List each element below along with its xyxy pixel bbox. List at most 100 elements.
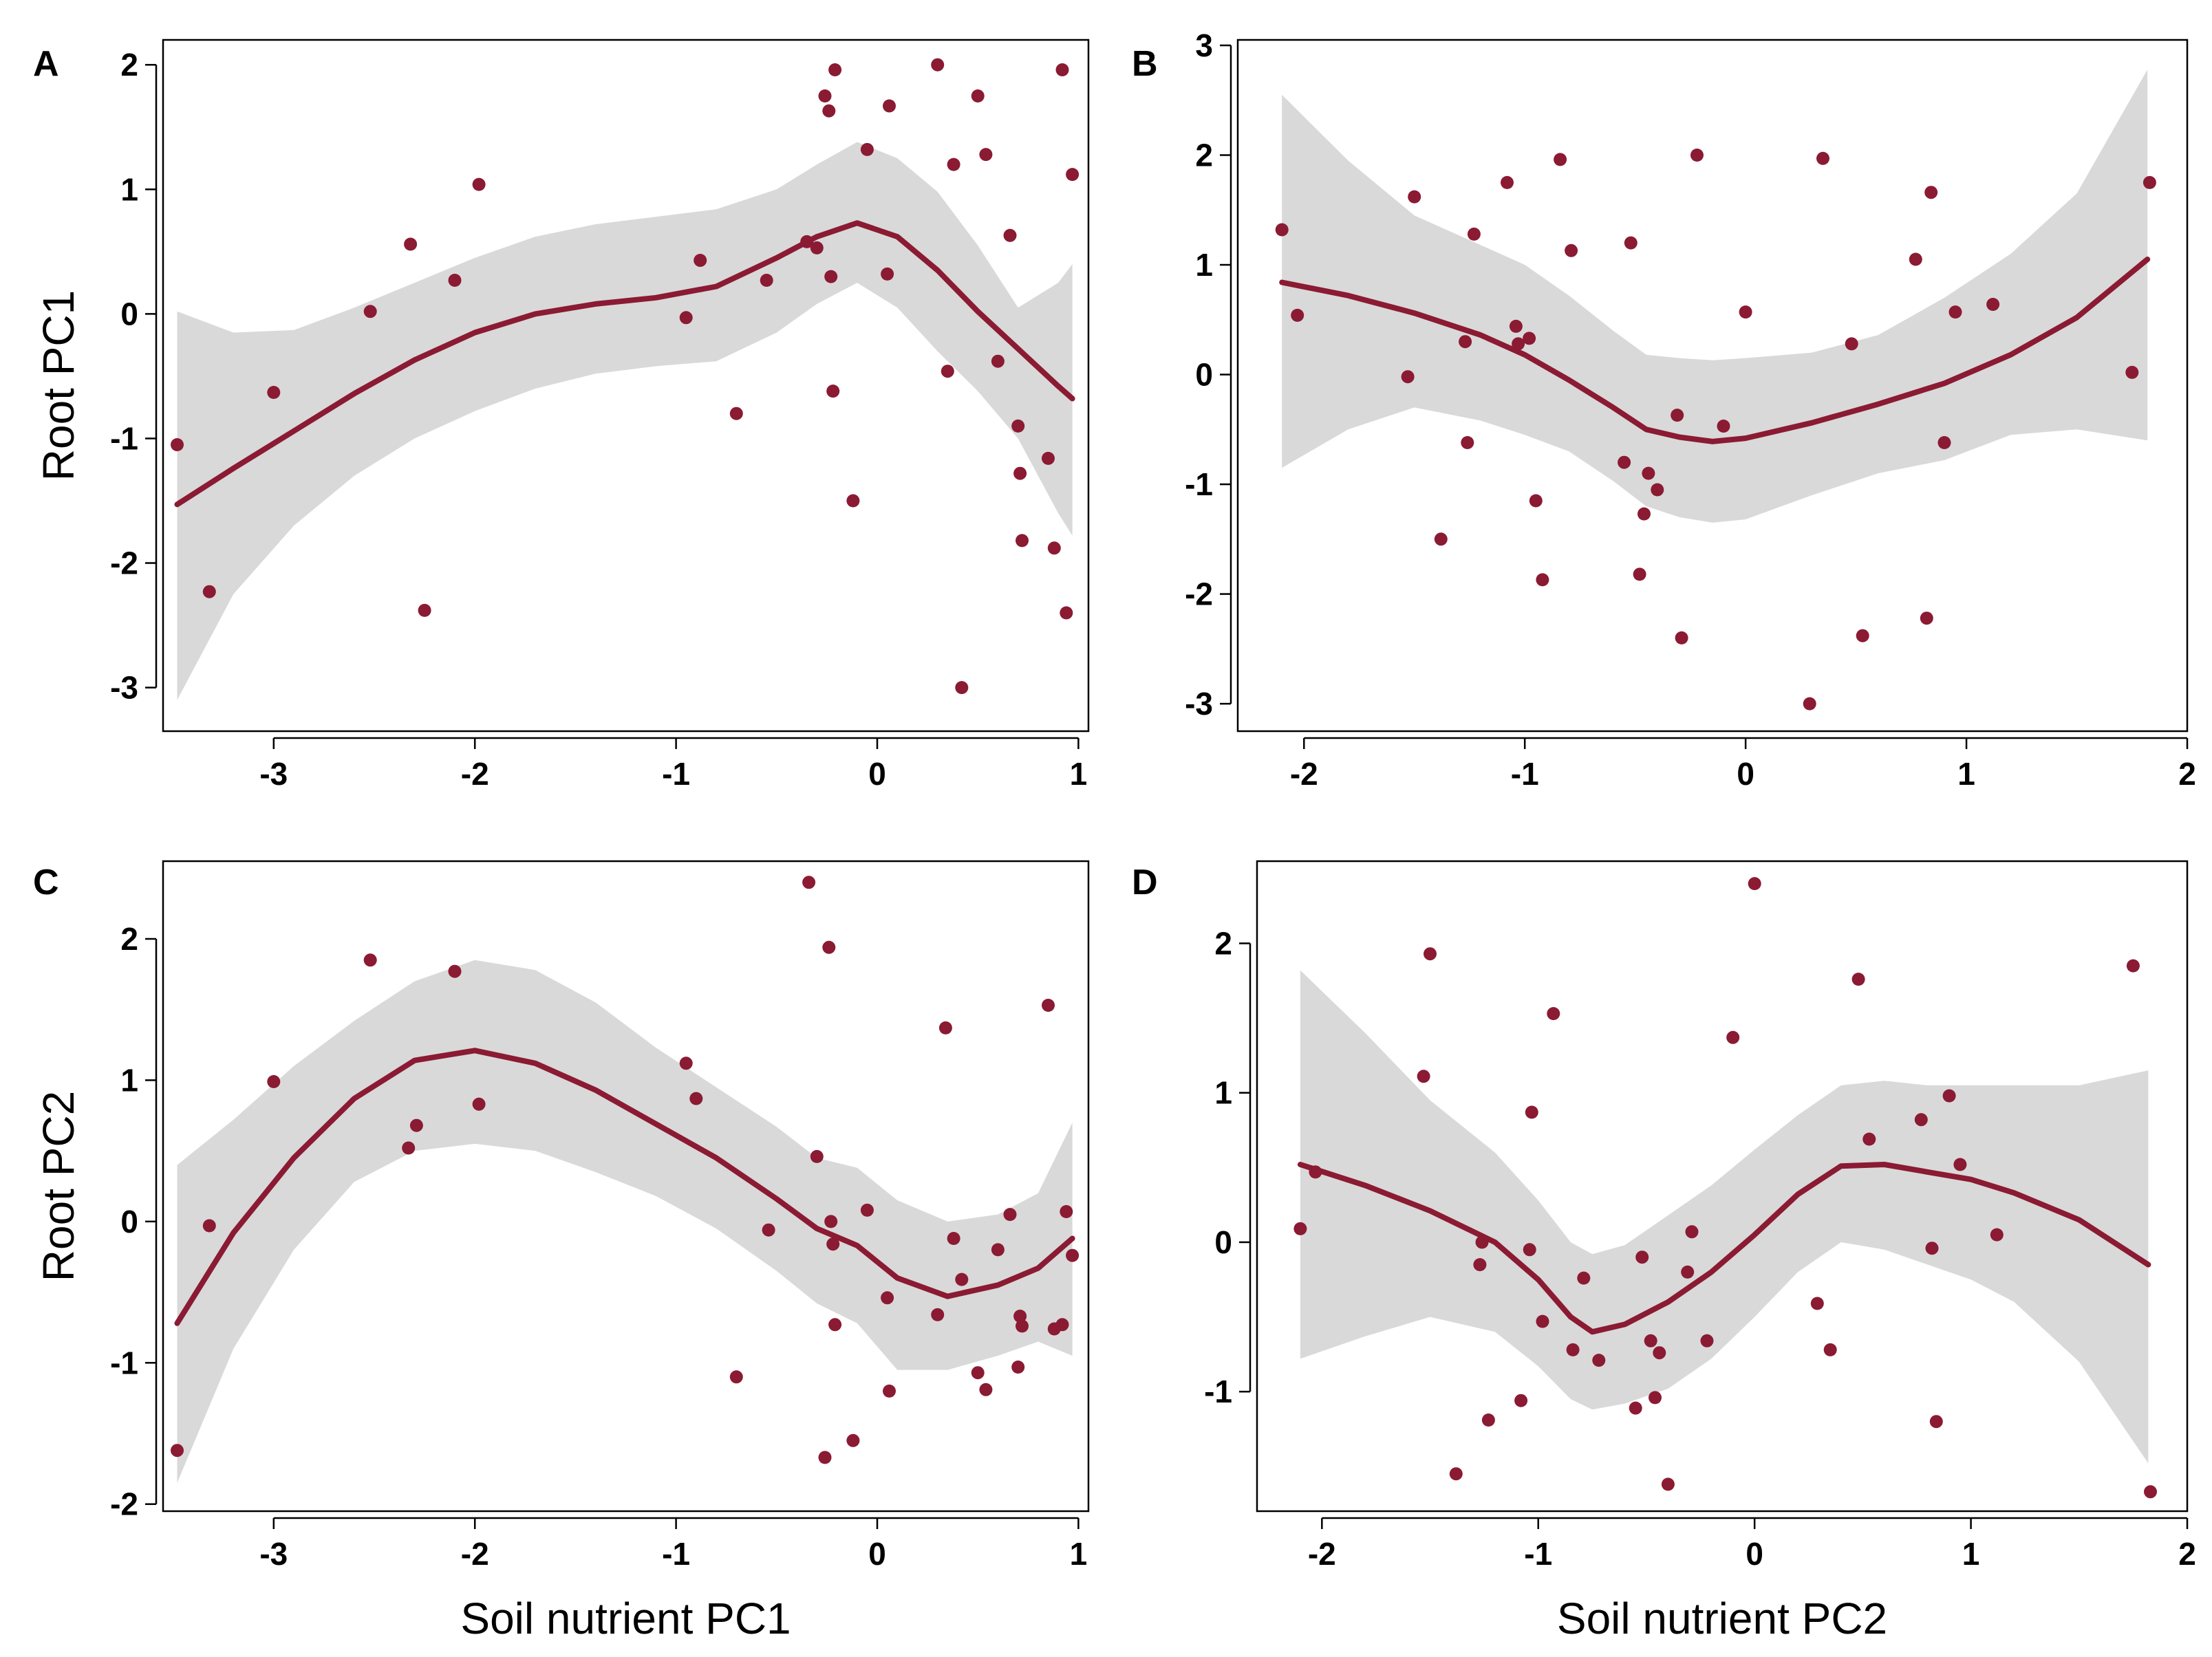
- data-point: [402, 1141, 416, 1155]
- data-point: [1649, 1391, 1662, 1405]
- data-point: [955, 681, 969, 695]
- data-point: [679, 1057, 693, 1070]
- y-tick-label: 1: [1195, 247, 1213, 283]
- panel-label: A: [33, 44, 59, 84]
- data-point: [947, 1232, 960, 1245]
- data-point: [1566, 1343, 1580, 1356]
- data-point: [1592, 1354, 1606, 1367]
- data-point: [363, 953, 377, 967]
- x-tick-label: -1: [1524, 1536, 1552, 1572]
- data-point: [202, 585, 216, 598]
- confidence-band: [1282, 69, 2148, 523]
- data-point: [1013, 1310, 1027, 1323]
- data-point: [818, 89, 832, 102]
- x-tick-label: -1: [662, 756, 690, 792]
- data-point: [1523, 1243, 1536, 1257]
- data-point: [1816, 151, 1829, 165]
- data-point: [979, 148, 993, 162]
- y-tick-label: -3: [110, 670, 138, 706]
- data-point: [448, 274, 462, 287]
- data-point: [267, 1075, 281, 1088]
- x-tick-label: 0: [868, 1536, 886, 1572]
- panel-a: -3 -2 -1 0 1 -3 -2 -1 0 1 2 A Root PC1: [33, 39, 1090, 792]
- data-point: [1924, 186, 1938, 199]
- data-point: [762, 1223, 775, 1237]
- data-point: [846, 494, 860, 508]
- data-point: [1920, 611, 1933, 625]
- data-point: [822, 940, 836, 954]
- data-point: [689, 1092, 703, 1105]
- data-point: [1529, 494, 1543, 508]
- data-point: [202, 1219, 216, 1233]
- data-point: [267, 386, 281, 399]
- data-point: [679, 311, 693, 325]
- data-point: [1434, 532, 1448, 546]
- data-point: [1810, 1297, 1824, 1310]
- data-point: [1525, 1105, 1538, 1119]
- x-tick-label: -3: [259, 1536, 288, 1572]
- data-point: [1501, 175, 1514, 189]
- data-point: [1417, 1070, 1430, 1083]
- smooth-line: [1297, 1162, 2151, 1335]
- data-point: [1066, 168, 1080, 182]
- data-point: [1293, 1222, 1307, 1235]
- data-point: [1011, 419, 1025, 433]
- x-axis-title: Soil nutrient PC2: [1557, 1594, 1887, 1643]
- data-point: [1013, 466, 1027, 480]
- data-point: [1473, 1258, 1487, 1272]
- data-point: [1467, 227, 1481, 241]
- x-tick-label: 1: [1070, 756, 1088, 792]
- data-point: [828, 63, 842, 76]
- data-point: [760, 274, 773, 287]
- x-tick-label: -2: [461, 1536, 489, 1572]
- data-point: [1726, 1030, 1740, 1044]
- data-point: [1401, 370, 1415, 384]
- x-tick-label: 1: [1957, 756, 1975, 792]
- y-tick-label: 0: [120, 1204, 138, 1239]
- data-point: [2125, 365, 2139, 379]
- confidence-band: [177, 960, 1073, 1483]
- panel-label: C: [33, 863, 59, 902]
- plot-frame: [1256, 860, 2189, 1513]
- data-point: [2126, 959, 2140, 973]
- data-point: [1948, 305, 1962, 319]
- data-point: [694, 254, 707, 267]
- smooth-line: [174, 1048, 1075, 1326]
- plot-frame: [162, 860, 1090, 1513]
- data-point: [826, 385, 840, 398]
- x-tick-label: -1: [1511, 756, 1539, 792]
- data-point: [1845, 337, 1858, 351]
- data-point: [729, 407, 743, 420]
- data-point: [1642, 466, 1655, 480]
- y-tick-label: -1: [110, 420, 138, 456]
- data-point: [1547, 1007, 1560, 1021]
- y-tick-label: 2: [120, 921, 138, 957]
- data-point: [846, 1433, 860, 1447]
- smooth-line: [1279, 257, 2151, 444]
- data-point: [1047, 541, 1061, 555]
- y-tick-label: 3: [1195, 28, 1213, 63]
- data-point: [1851, 973, 1865, 986]
- data-point: [1717, 420, 1730, 433]
- x-tick-label: 0: [1737, 756, 1754, 792]
- y-tick-label: -2: [1185, 576, 1213, 612]
- data-point: [1512, 337, 1525, 351]
- x-tick-label: 1: [1070, 1536, 1088, 1572]
- confidence-band: [177, 142, 1073, 700]
- data-point: [472, 177, 486, 191]
- data-point: [1003, 1208, 1017, 1222]
- data-point: [1925, 1242, 1939, 1255]
- data-point: [931, 58, 945, 72]
- data-point: [418, 603, 431, 617]
- data-point: [991, 354, 1005, 368]
- data-point: [171, 438, 184, 451]
- y-tick-label: 0: [1214, 1224, 1232, 1260]
- y-tick-label: -3: [1185, 686, 1213, 722]
- data-point: [931, 1308, 945, 1321]
- data-point: [1618, 455, 1631, 469]
- data-point: [860, 1203, 874, 1217]
- data-point: [1653, 1346, 1666, 1360]
- data-point: [860, 142, 874, 156]
- data-point: [822, 104, 836, 118]
- data-point: [955, 1272, 969, 1286]
